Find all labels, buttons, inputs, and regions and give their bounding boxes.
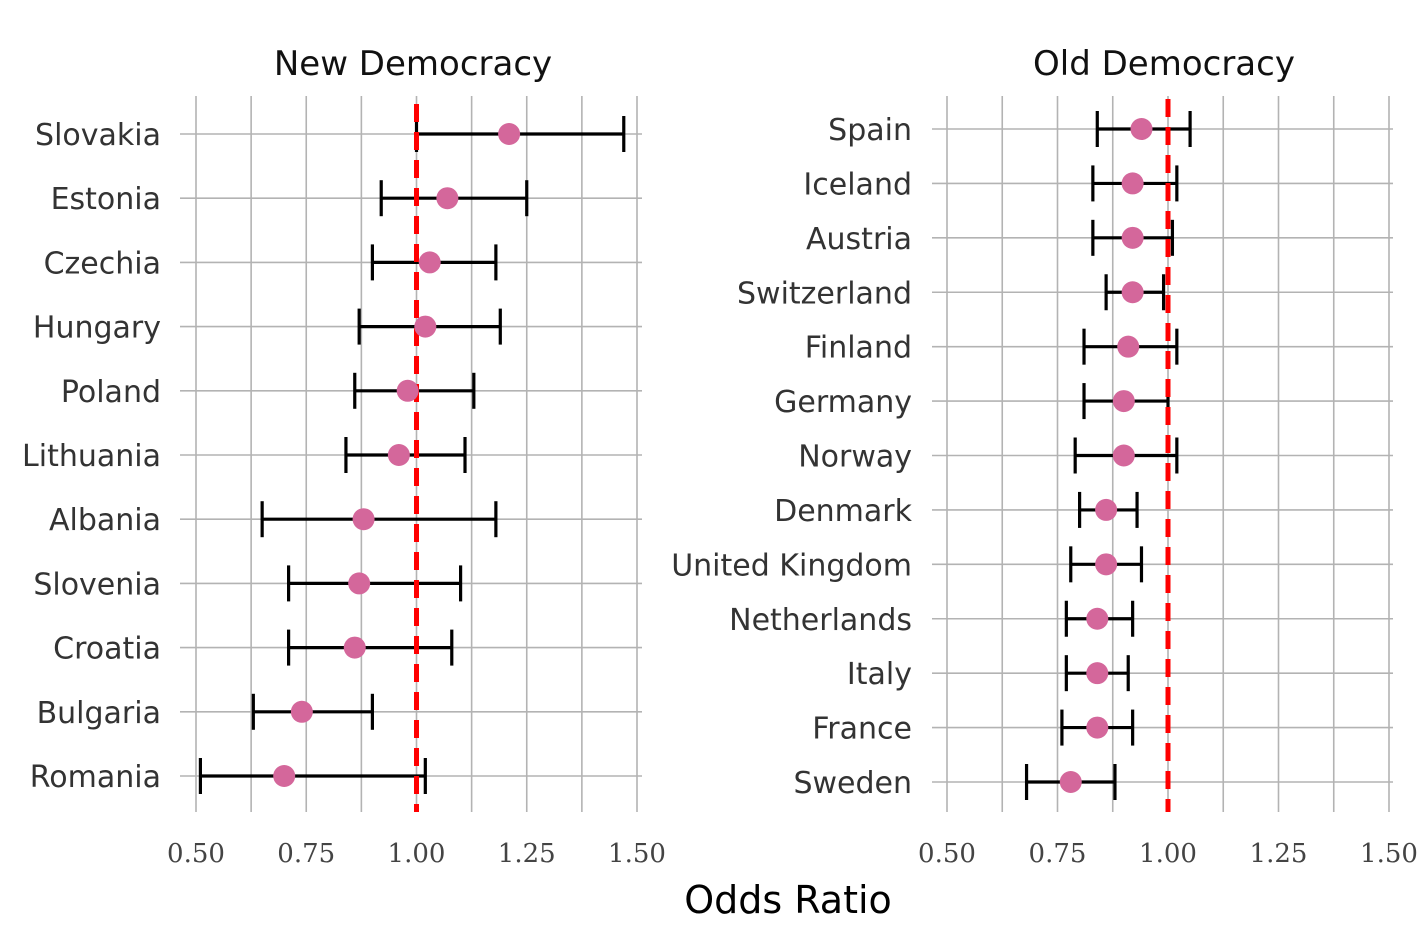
grid: [932, 96, 1393, 812]
data-point: [1112, 444, 1135, 467]
y-tick-label: Slovenia: [33, 567, 161, 602]
x-tick-label: 1.50: [608, 839, 666, 869]
error-bar: [287, 565, 463, 602]
y-tick-label: Finland: [805, 331, 912, 366]
error-bar: [260, 501, 498, 538]
data-point: [1086, 716, 1109, 739]
x-tick-label: 1.25: [498, 839, 556, 869]
data-point: [1121, 172, 1144, 195]
data-point: [1086, 607, 1109, 630]
error-bar: [251, 693, 374, 730]
data-point: [1121, 226, 1144, 249]
data-point: [352, 508, 375, 531]
x-tick-label: 0.50: [167, 839, 225, 869]
data-point: [418, 251, 441, 274]
y-tick-label: Norway: [798, 440, 912, 475]
panel-old-democracy: Old Democracy 0.50 0.75 1.00 1.25 1.50 Spain I…: [671, 44, 1417, 869]
y-tick-label: Estonia: [51, 182, 161, 217]
x-tick-label: 1.00: [1139, 839, 1197, 869]
data-point: [498, 123, 521, 145]
x-tick-label: 0.75: [277, 839, 335, 869]
y-tick-label: Lithuania: [22, 439, 161, 474]
panel-title-old-democracy: Old Democracy: [1033, 44, 1295, 84]
data-point: [343, 636, 366, 659]
data-point: [1095, 553, 1118, 576]
data-point: [1059, 771, 1082, 793]
data-point: [1130, 118, 1153, 140]
y-tick-label: Poland: [61, 375, 161, 410]
error-bar: [414, 116, 626, 152]
data-point: [396, 379, 419, 402]
data-point: [348, 572, 371, 595]
x-axis-label: Odds Ratio: [684, 878, 892, 922]
y-tick-label: United Kingdom: [671, 548, 912, 583]
data-point: [1121, 281, 1144, 304]
x-tick-label: 1.00: [388, 839, 446, 869]
data-point: [1095, 498, 1118, 521]
y-tick-label: Romania: [30, 760, 161, 795]
x-tick-label: 1.25: [1250, 839, 1308, 869]
y-tick-label: Denmark: [774, 494, 913, 529]
y-tick-label: Iceland: [803, 167, 912, 202]
data-point: [436, 187, 459, 210]
data-point: [1117, 335, 1140, 358]
data-point: [1086, 662, 1109, 685]
y-tick-label: Spain: [828, 113, 912, 148]
y-tick-label: Italy: [847, 657, 912, 692]
y-tick-label: Hungary: [33, 311, 161, 346]
x-tick-label: 0.50: [918, 839, 976, 869]
y-tick-label: Germany: [774, 385, 912, 420]
data-point: [290, 700, 313, 723]
y-tick-label: Slovakia: [35, 118, 161, 153]
panel-title-new-democracy: New Democracy: [274, 44, 552, 84]
panel-new-democracy: New Democracy 0.50 0.75 1.00 1.25 1.50 Slovak…: [22, 44, 666, 869]
error-bar: [198, 758, 427, 794]
y-tick-label: Czechia: [44, 246, 161, 281]
data-point: [1112, 390, 1135, 413]
y-tick-label: France: [812, 712, 912, 747]
y-tick-label: Austria: [806, 222, 912, 257]
data-point: [273, 765, 296, 787]
y-tick-label: Bulgaria: [37, 696, 161, 731]
y-tick-label: Sweden: [793, 766, 912, 801]
x-tick-label: 1.50: [1360, 839, 1417, 869]
x-tick-label: 0.75: [1029, 839, 1087, 869]
y-tick-label: Albania: [49, 503, 161, 538]
data-point: [414, 315, 437, 338]
error-bar: [287, 629, 454, 666]
y-tick-label: Netherlands: [729, 603, 912, 638]
y-tick-label: Switzerland: [737, 276, 912, 311]
data-point: [387, 444, 410, 466]
y-tick-label: Croatia: [53, 632, 161, 667]
